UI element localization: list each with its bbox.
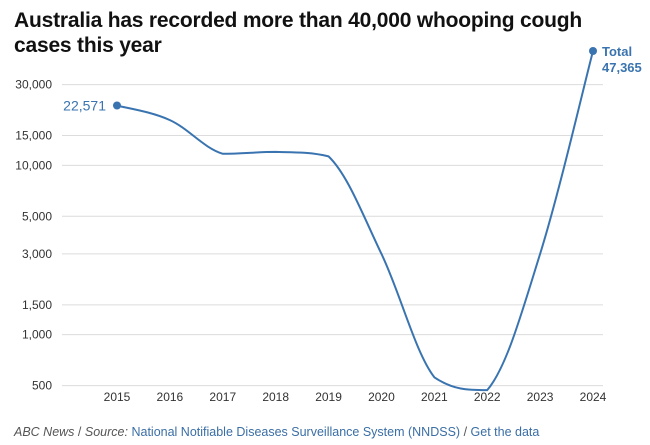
- gridlines: [62, 84, 603, 387]
- y-tick-label: 1,000: [22, 328, 52, 342]
- x-axis-tick-labels: 2015 2016 2017 2018 2019 2020 2021 2022 2023 2024: [104, 390, 607, 404]
- x-tick-label: 2015: [104, 390, 131, 404]
- y-tick-label: 500: [32, 379, 52, 393]
- series-line: [116, 50, 594, 392]
- x-tick-label: 2020: [368, 390, 395, 404]
- x-tick-label: 2019: [315, 390, 342, 404]
- footer: ABC News / Source: National Notifiable D…: [14, 425, 539, 439]
- start-value-label: 22,571: [63, 97, 106, 113]
- end-value-label: 47,365: [602, 60, 642, 75]
- source-link[interactable]: National Notifiable Diseases Surveillanc…: [131, 425, 461, 439]
- x-tick-label: 2021: [421, 390, 448, 404]
- y-axis-tick-labels: 500 1,000 1,500 3,000 5,000 10,000 15,000 30,00…: [15, 78, 52, 393]
- y-tick-label: 15,000: [15, 129, 52, 143]
- x-tick-label: 2022: [474, 390, 501, 404]
- y-tick-label: 3,000: [22, 247, 52, 261]
- x-tick-label: 2017: [209, 390, 236, 404]
- separator: /: [77, 425, 82, 439]
- publisher-name: ABC News: [14, 425, 75, 439]
- y-tick-label: 30,000: [15, 78, 52, 92]
- y-tick-label: 1,500: [22, 298, 52, 312]
- start-point: [113, 101, 121, 110]
- source-prefix: Source:: [84, 425, 128, 439]
- data-points: [113, 46, 597, 110]
- x-tick-label: 2016: [157, 390, 184, 404]
- x-tick-label: 2024: [580, 390, 607, 404]
- x-tick-label: 2023: [527, 390, 554, 404]
- end-label: Total: [602, 44, 632, 59]
- chart-title: Australia has recorded more than 40,000 …: [14, 9, 582, 57]
- y-tick-label: 10,000: [15, 158, 52, 172]
- separator: /: [463, 425, 468, 439]
- end-point: [589, 46, 597, 55]
- get-data-link[interactable]: Get the data: [470, 425, 540, 439]
- x-tick-label: 2018: [262, 390, 289, 404]
- y-tick-label: 5,000: [22, 209, 52, 223]
- line-chart: 500 1,000 1,500 3,000 5,000 10,000 15,000 30,00…: [15, 44, 642, 404]
